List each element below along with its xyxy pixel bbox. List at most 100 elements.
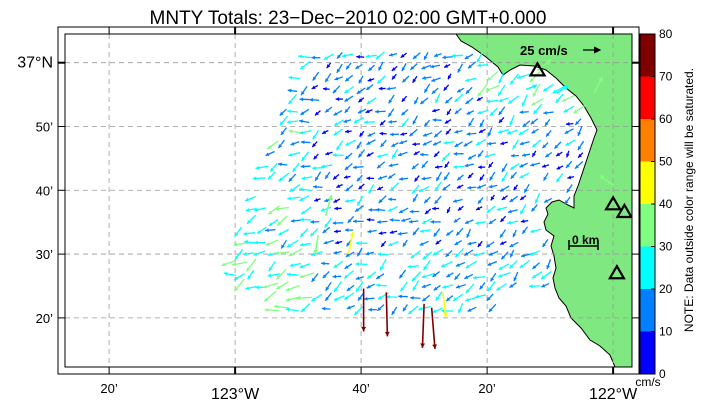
- lat-label: 40’: [36, 183, 53, 198]
- colorbar-tick-label: 80: [659, 27, 673, 41]
- current-vector-head: [424, 88, 428, 93]
- current-vector-head: [367, 229, 372, 234]
- current-vector-head: [322, 87, 327, 91]
- current-vector-head: [488, 220, 493, 224]
- current-vector-head: [476, 97, 481, 101]
- current-vector-head: [486, 243, 491, 248]
- current-vector-head: [402, 242, 407, 247]
- current-vector-head: [378, 66, 382, 71]
- current-vector-head: [575, 121, 580, 125]
- current-vector-head: [402, 307, 407, 312]
- current-vector-head: [512, 233, 517, 238]
- current-vector-head: [542, 164, 547, 168]
- current-vector-head: [344, 274, 349, 279]
- current-vector-head: [299, 274, 304, 279]
- current-vector-head: [336, 184, 341, 188]
- land: [455, 34, 632, 367]
- current-vector-head: [432, 309, 437, 313]
- current-vector-head: [333, 250, 338, 255]
- current-vector-head: [463, 142, 468, 147]
- current-vector-head: [398, 152, 402, 157]
- current-vector-head: [477, 153, 482, 158]
- current-vector-head: [485, 87, 490, 92]
- current-vector-head: [286, 120, 291, 124]
- current-vector-head: [509, 198, 514, 202]
- colorbar-tick-label: 20: [659, 282, 673, 296]
- current-vector-head: [234, 232, 239, 237]
- current-vector-head: [446, 231, 451, 236]
- current-vector-head: [299, 119, 303, 124]
- current-vector-head: [359, 132, 364, 137]
- current-vector-head: [377, 79, 382, 84]
- current-vector-head: [247, 275, 252, 280]
- current-vector-head: [424, 199, 429, 203]
- current-vector-head: [464, 275, 469, 279]
- current-vector-head: [542, 144, 547, 149]
- current-vector-head: [290, 218, 295, 223]
- current-vector-head: [498, 129, 502, 134]
- current-vector-head: [355, 262, 360, 266]
- current-vector-head: [368, 307, 372, 312]
- lat-label: 20’: [36, 311, 53, 326]
- current-vector-head: [344, 89, 349, 93]
- distance-scale: 0 km: [568, 233, 599, 250]
- colorbar-segment: [640, 331, 655, 374]
- current-vector-head: [486, 296, 491, 301]
- current-vector-head: [333, 297, 338, 301]
- current-vector-head: [345, 253, 350, 257]
- current-vector-head: [345, 129, 349, 134]
- current-vector-head: [279, 121, 284, 126]
- colorbar-tick-label: 70: [659, 70, 673, 84]
- current-vector-head: [534, 199, 539, 204]
- current-vector-head: [334, 229, 338, 234]
- current-vector-head: [400, 132, 405, 136]
- current-vector-head: [363, 296, 368, 301]
- current-vector-head: [436, 177, 440, 182]
- current-vector-head: [466, 111, 471, 115]
- current-vector-head: [446, 273, 451, 278]
- current-vector-head: [445, 130, 450, 135]
- current-vector-head: [520, 210, 524, 215]
- current-vector-head: [397, 231, 402, 236]
- current-vector-head: [422, 255, 427, 260]
- current-vector-head: [337, 54, 341, 59]
- current-vector-head: [299, 264, 304, 269]
- current-vector-head: [531, 129, 536, 134]
- current-vector-head: [388, 242, 393, 247]
- current-vector-head: [409, 209, 414, 214]
- current-vector-head: [300, 242, 304, 247]
- current-vector-head: [265, 228, 269, 233]
- current-vector-head: [401, 218, 406, 222]
- lat-label: 50’: [36, 120, 53, 135]
- current-vector-head: [487, 262, 492, 266]
- current-vector-head: [386, 295, 391, 299]
- current-vector-head: [300, 164, 305, 169]
- current-vector-head: [435, 240, 440, 245]
- current-vector-head: [245, 197, 250, 202]
- current-vector-head: [324, 223, 329, 228]
- current-vector-head: [477, 185, 482, 189]
- current-vector-head: [498, 98, 503, 103]
- current-vector-head: [467, 308, 472, 312]
- current-vector-head: [380, 266, 384, 271]
- current-vector-head: [444, 64, 449, 68]
- current-vector-head: [498, 273, 503, 278]
- current-vector-head: [487, 76, 492, 81]
- current-vector-strong-head: [598, 76, 603, 82]
- current-vector-head: [234, 276, 239, 280]
- current-vector-head: [313, 184, 317, 189]
- current-vector-head: [352, 165, 357, 170]
- current-vector-head: [288, 177, 293, 182]
- current-vector-head: [432, 273, 437, 277]
- current-vector-head: [299, 130, 304, 135]
- current-vector-head: [287, 243, 292, 248]
- current-vector-head: [388, 197, 392, 202]
- current-vector-head: [267, 175, 272, 180]
- colorbar-segment: [640, 119, 655, 162]
- current-vector-head: [453, 297, 458, 301]
- current-vector-head: [412, 231, 417, 236]
- current-vector-head: [510, 174, 515, 179]
- current-vector-head: [468, 64, 472, 69]
- current-vector-head: [532, 274, 537, 279]
- current-vector-head: [519, 174, 524, 179]
